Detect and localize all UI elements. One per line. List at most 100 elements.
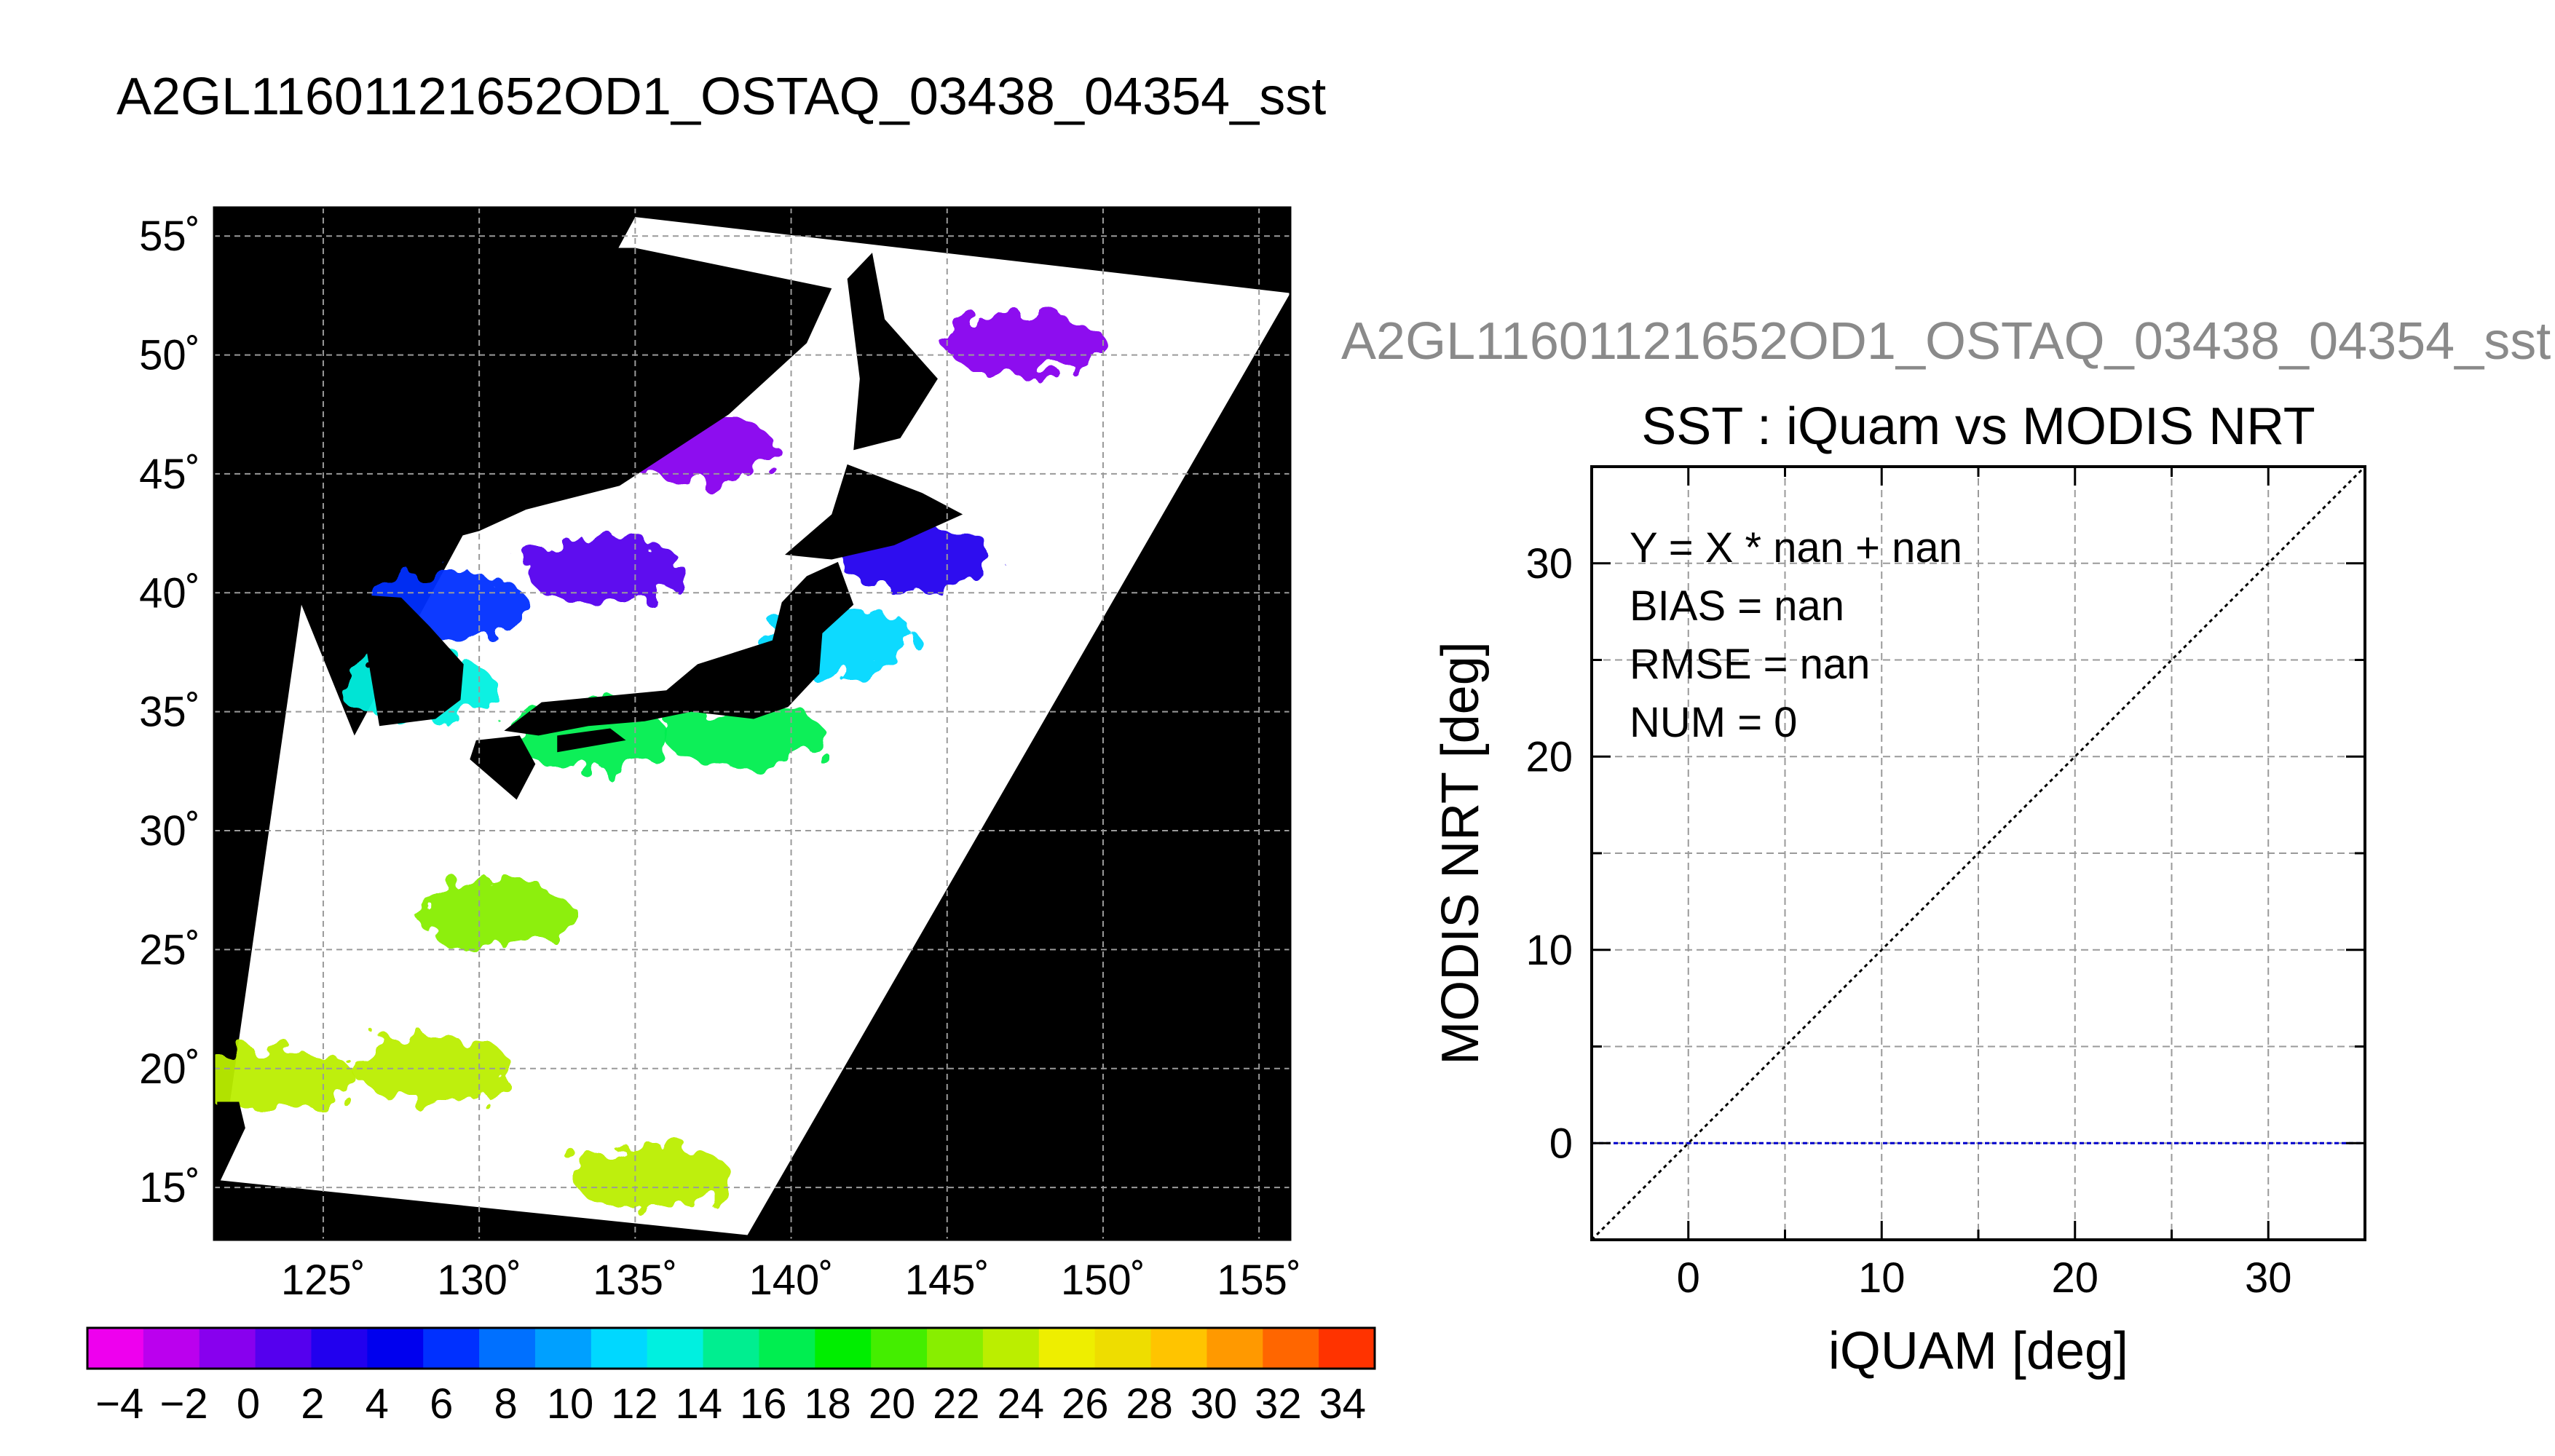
colorbar-tick-label: 20 — [869, 1380, 916, 1428]
land-polygon — [217, 248, 832, 629]
colorbar-cell — [703, 1328, 759, 1369]
land-polygon — [470, 735, 536, 800]
map-y-tick-label: 55˚ — [139, 213, 200, 260]
map-y-tick-label: 25˚ — [139, 926, 200, 973]
colorbar-tick-label: 32 — [1255, 1380, 1302, 1428]
one-to-one-line — [1592, 467, 2365, 1240]
colorbar-tick-label: 28 — [1126, 1380, 1173, 1428]
map-x-tick-label: 135˚ — [593, 1257, 677, 1304]
sst-patch — [524, 536, 684, 602]
map-y-tick-label: 40˚ — [139, 569, 200, 617]
colorbar-tick-label: 6 — [430, 1380, 453, 1428]
scatter-stat-line: BIAS = nan — [1630, 582, 1844, 630]
map-x-tick-label: 145˚ — [905, 1257, 990, 1304]
colorbar-cell — [1319, 1328, 1375, 1369]
sst-patch — [944, 310, 1105, 376]
map-x-tick-label: 125˚ — [281, 1257, 366, 1304]
colorbar-cell — [311, 1328, 368, 1369]
scatter-y-tick-label: 0 — [1549, 1120, 1573, 1167]
colorbar-tick-label: 0 — [237, 1380, 260, 1428]
sst-map: 125˚ 130˚ 135˚ 140˚ 145˚ 150˚ 155˚ 15˚ 20˚ 25˚ 30˚… — [139, 206, 1301, 1304]
colorbar-tick-label: 8 — [494, 1380, 517, 1428]
colorbar-cell — [815, 1328, 872, 1369]
scatter-title: SST : iQuam vs MODIS NRT — [1641, 397, 2315, 456]
scatter-stat-line: NUM = 0 — [1630, 699, 1797, 746]
scatter-y-tick-label: 30 — [1525, 540, 1573, 587]
map-y-tick-label: 45˚ — [139, 451, 200, 498]
sst-patch — [214, 1048, 357, 1114]
colorbar-tick-label: 16 — [740, 1380, 787, 1428]
map-y-tick-label: 20˚ — [139, 1045, 200, 1093]
colorbar-tick-label: 26 — [1062, 1380, 1109, 1428]
scatter-ticks: 0 10 20 30 0 10 20 30 — [1525, 465, 2366, 1302]
colorbar-cell — [759, 1328, 816, 1369]
scatter-x-tick-label: 20 — [2051, 1254, 2098, 1302]
colorbar-cell — [143, 1328, 200, 1369]
land-polygon — [217, 1101, 245, 1188]
scatter-x-tick-label: 10 — [1858, 1254, 1906, 1302]
colorbar-cell — [1094, 1328, 1152, 1369]
main-title: A2GL11601121652OD1_OSTAQ_03438_04354_sst — [117, 68, 1327, 126]
scatter-stats: Y = X * nan + nan BIAS = nan RMSE = nan NUM… — [1630, 524, 1962, 746]
map-y-tick-label: 35˚ — [139, 689, 200, 736]
map-grid — [214, 207, 1290, 1240]
colorbar-tick-label: 22 — [933, 1380, 980, 1428]
colorbar-cell — [199, 1328, 256, 1369]
colorbar-cell — [647, 1328, 704, 1369]
scatter-file-title: A2GL11601121652OD1_OSTAQ_03438_04354_sst — [1341, 312, 2551, 371]
colorbar-cell — [367, 1328, 424, 1369]
land-polygon — [504, 561, 854, 736]
map-y-tick-label: 30˚ — [139, 807, 200, 855]
sst-patch — [414, 881, 575, 947]
colorbar-tick-label: 34 — [1319, 1380, 1367, 1428]
map-x-tick-label: 155˚ — [1217, 1257, 1301, 1304]
sst-patch — [570, 1142, 731, 1208]
map-x-tick-label: 130˚ — [437, 1257, 521, 1304]
colorbar-tick-label: −4 — [95, 1380, 143, 1428]
colorbar-tick-label: 24 — [998, 1380, 1045, 1428]
colorbar-tick-label: 2 — [301, 1380, 324, 1428]
map-frame — [213, 206, 1292, 1241]
scatter-y-label: MODIS NRT [deg] — [1431, 641, 1490, 1065]
map-tick-labels: 125˚ 130˚ 135˚ 140˚ 145˚ 150˚ 155˚ 15˚ 20˚ 25˚ 30˚… — [139, 213, 1301, 1304]
colorbar-cell — [1150, 1328, 1207, 1369]
land-polygon — [557, 728, 626, 753]
colorbar-cell — [982, 1328, 1040, 1369]
colorbar-tick-label: 10 — [547, 1380, 594, 1428]
land-polygon — [847, 253, 938, 451]
sst-patch — [664, 703, 825, 769]
land-polygon — [217, 942, 227, 1021]
map-x-tick-label: 150˚ — [1061, 1257, 1145, 1304]
colorbar-tick-label: 14 — [676, 1380, 723, 1428]
colorbar-cell — [591, 1328, 648, 1369]
colorbar-cell — [255, 1328, 312, 1369]
map-x-tick-label: 140˚ — [749, 1257, 834, 1304]
map-y-tick-label: 50˚ — [139, 332, 200, 379]
colorbar-cell — [1207, 1328, 1263, 1369]
scatter-x-tick-label: 0 — [1677, 1254, 1700, 1302]
colorbar-tick-label: 30 — [1190, 1380, 1238, 1428]
land-polygon — [317, 593, 464, 727]
land-masses — [217, 248, 963, 1188]
scatter-x-label: iQUAM [deg] — [1828, 1322, 2128, 1380]
scatter-plot: SST : iQuam vs MODIS NRT 0 10 20 300102030 … — [1431, 397, 2366, 1380]
colorbar-tick-label: 4 — [366, 1380, 389, 1428]
colorbar-cell — [927, 1328, 984, 1369]
colorbar-cell — [1038, 1328, 1096, 1369]
colorbar-cell — [871, 1328, 928, 1369]
colorbar-tick-label: 12 — [611, 1380, 658, 1428]
scatter-y-tick-label: 10 — [1525, 927, 1573, 974]
colorbar-tick-label: −2 — [160, 1380, 208, 1428]
colorbar-cell — [1263, 1328, 1319, 1369]
scatter-stat-line: RMSE = nan — [1630, 641, 1870, 688]
sst-colorbar: −4 −2 0 2 4 6 8 10 12 14 16 18 20 22 24 26 28 30 32 34 — [86, 1326, 1376, 1428]
land-polygon — [784, 464, 963, 560]
colorbar-cell — [534, 1328, 592, 1369]
scatter-stat-line: Y = X * nan + nan — [1630, 524, 1962, 571]
colorbar-cell — [87, 1328, 144, 1369]
colorbar-cell — [479, 1328, 536, 1369]
scatter-x-tick-label: 30 — [2245, 1254, 2292, 1302]
colorbar-tick-label: 18 — [804, 1380, 851, 1428]
colorbar-cell — [423, 1328, 480, 1369]
